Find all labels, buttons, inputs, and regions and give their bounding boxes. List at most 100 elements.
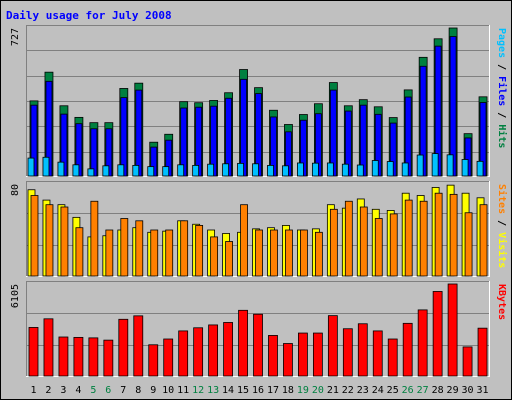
pages-bar <box>282 165 289 177</box>
kbytes-bar <box>477 327 488 377</box>
kbytes-bar <box>283 343 293 377</box>
kbytes-bar <box>28 327 39 377</box>
x-tick-label: 1 <box>30 385 36 396</box>
visits-panel-max-label: 80 <box>10 184 21 196</box>
series-label-kbytes: KBytes <box>496 284 507 320</box>
x-tick-label: 7 <box>120 385 126 396</box>
hits-panel-series-labels: Pages / Files / Hits <box>496 28 508 148</box>
sites-bar <box>255 229 263 277</box>
visits-panel: 80 Sites / Visits <box>10 181 508 277</box>
pages-bar <box>42 156 50 177</box>
kbytes-bar <box>58 336 69 377</box>
kbytes-panel: 6105 KBytes <box>10 281 507 377</box>
kbytes-bar <box>462 346 473 377</box>
sites-bar <box>314 231 323 277</box>
sites-bar <box>195 224 204 277</box>
pages-bar <box>476 160 484 177</box>
sites-bar <box>180 220 189 277</box>
x-tick-label: 16 <box>252 385 264 396</box>
kbytes-bar <box>88 337 99 377</box>
sites-bar <box>90 200 99 277</box>
x-tick-label: 22 <box>342 385 354 396</box>
pages-bar <box>207 163 215 177</box>
sites-bar <box>464 212 473 277</box>
kbytes-bar <box>103 339 114 377</box>
pages-bar <box>416 154 424 177</box>
sites-bar <box>135 220 144 277</box>
kbytes-bar <box>298 332 308 377</box>
series-label-separator: / <box>496 214 507 232</box>
x-tick-label: 6 <box>105 385 111 396</box>
kbytes-bar <box>73 336 84 377</box>
kbytes-bar <box>133 315 144 377</box>
pages-bar <box>401 162 409 177</box>
kbytes-bar <box>447 283 458 377</box>
pages-bar <box>326 162 334 177</box>
kbytes-bar <box>193 327 204 377</box>
x-tick-label: 29 <box>447 385 459 396</box>
kbytes-bar <box>148 344 159 377</box>
pages-bar <box>72 164 80 177</box>
kbytes-bar <box>208 324 219 377</box>
kbytes-bar <box>402 322 413 377</box>
kbytes-bar <box>43 318 54 377</box>
x-tick-label: 14 <box>222 385 234 396</box>
hits-panel-bars <box>27 27 488 177</box>
kbytes-bar <box>238 309 248 377</box>
sites-bar <box>240 204 248 277</box>
pages-bar <box>102 165 110 177</box>
x-tick-label: 13 <box>207 385 219 396</box>
pages-bar <box>371 160 379 177</box>
pages-bar <box>311 162 319 177</box>
kbytes-bar <box>118 318 129 377</box>
kbytes-bar <box>178 330 189 377</box>
sites-bar <box>449 193 458 277</box>
x-tick-label: 8 <box>135 385 141 396</box>
sites-bar <box>285 229 293 277</box>
pages-bar <box>147 166 155 177</box>
x-tick-label: 31 <box>476 385 488 396</box>
x-tick-label: 27 <box>417 385 429 396</box>
series-label-hits: Hits <box>496 124 508 148</box>
pages-bar <box>87 168 95 177</box>
kbytes-bar <box>253 313 263 377</box>
kbytes-bar <box>372 330 383 377</box>
x-tick-label: 10 <box>162 385 174 396</box>
sites-bar <box>105 229 114 277</box>
x-tick-label: 5 <box>90 385 96 396</box>
kbytes-bar <box>223 322 233 377</box>
series-label-pages: Pages <box>496 28 507 58</box>
sites-bar <box>60 206 69 277</box>
series-label-separator: / <box>496 58 507 76</box>
sites-bar <box>374 218 383 277</box>
pages-bar <box>192 165 200 177</box>
kbytes-panel-max-label: 6105 <box>10 284 21 308</box>
sites-bar <box>30 195 39 277</box>
x-tick-label: 9 <box>150 385 156 396</box>
hits-panel-max-label: 727 <box>10 28 21 46</box>
sites-bar <box>165 229 174 277</box>
series-label-sites: Sites <box>496 184 508 214</box>
pages-bar <box>297 162 304 177</box>
kbytes-panel-bars <box>28 283 488 377</box>
kbytes-bar <box>387 338 398 377</box>
kbytes-bar <box>268 335 278 377</box>
pages-bar <box>386 161 394 177</box>
sites-bar <box>389 213 398 277</box>
pages-bar <box>341 163 349 177</box>
pages-bar <box>461 159 469 177</box>
x-tick-label: 15 <box>237 385 249 396</box>
kbytes-bar <box>312 332 323 377</box>
pages-bar <box>57 161 65 177</box>
pages-bar <box>237 162 244 177</box>
pages-bar <box>132 165 140 177</box>
x-tick-label: 26 <box>402 385 414 396</box>
series-label-visits: Visits <box>496 232 508 268</box>
kbytes-bar <box>342 328 353 377</box>
x-tick-label: 11 <box>177 385 189 396</box>
sites-bar <box>45 204 54 277</box>
pages-bar <box>117 164 125 177</box>
files-bar <box>120 97 128 177</box>
pages-bar <box>267 165 274 177</box>
sites-bar <box>75 227 84 277</box>
